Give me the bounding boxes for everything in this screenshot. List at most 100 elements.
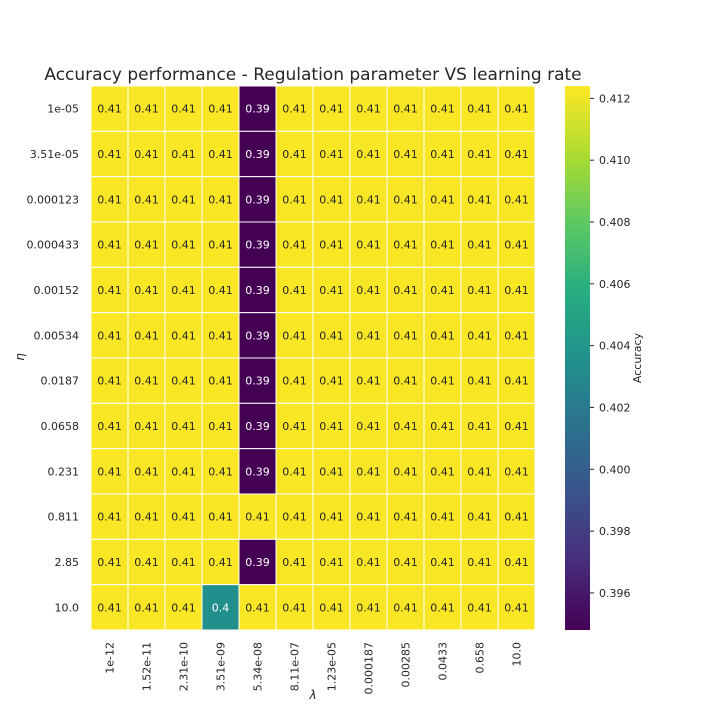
cell-value-label: 0.41 — [97, 284, 122, 297]
cell-value-label: 0.41 — [208, 284, 233, 297]
heatmap-cell — [312, 402, 351, 450]
cell-value-label: 0.41 — [171, 284, 196, 297]
heatmap-cell — [164, 538, 203, 586]
cell-value-label: 0.41 — [208, 193, 233, 206]
cell-value-label: 0.41 — [467, 465, 492, 478]
cell-value-label: 0.41 — [393, 601, 418, 614]
heatmap-cell — [386, 448, 425, 495]
colorbar-ticks: 0.396 0.398 0.400 0.402 0.404 0.406 0.408 0.410… — [590, 92, 631, 600]
heatmap-cells: 0.41 0.41 0.41 0.41 0.39 0.41 0.41 0.41 0.41 0.41… — [90, 85, 536, 631]
heatmap-cell — [275, 357, 314, 404]
cell-value-label: 0.41 — [97, 601, 122, 614]
cell-value-label: 0.41 — [430, 193, 455, 206]
x-tick-label: 0.0433 — [437, 642, 450, 681]
heatmap-cell — [164, 448, 203, 495]
cell-value-label: 0.41 — [356, 601, 381, 614]
heatmap-cell — [423, 357, 462, 404]
cell-value-label: 0.41 — [393, 375, 418, 388]
cell-value-label: 0.41 — [430, 556, 455, 569]
y-tick-label: 0.0658 — [41, 420, 80, 433]
cell-value-label: 0.41 — [282, 420, 307, 433]
cell-value-label: 0.41 — [356, 284, 381, 297]
cell-value-label: 0.41 — [171, 511, 196, 524]
cell-value-label: 0.41 — [97, 329, 122, 342]
cell-value-label: 0.41 — [356, 420, 381, 433]
colorbar-tick-label: 0.408 — [599, 216, 631, 229]
y-tick-label: 10.0 — [55, 601, 80, 614]
cell-value-label: 0.41 — [430, 148, 455, 161]
cell-value-label: 0.41 — [171, 103, 196, 116]
colorbar-tick-label: 0.398 — [599, 525, 631, 538]
cell-value-label: 0.41 — [356, 239, 381, 252]
colorbar-tick-label: 0.404 — [599, 340, 631, 353]
cell-value-label: 0.41 — [319, 329, 344, 342]
cell-value-label: 0.41 — [467, 375, 492, 388]
cell-value-label: 0.41 — [430, 239, 455, 252]
heatmap-cell — [164, 357, 203, 404]
heatmap-cell — [90, 448, 129, 495]
heatmap-cell — [423, 130, 462, 178]
cell-value-label: 0.39 — [245, 465, 270, 478]
heatmap-cell — [238, 584, 277, 631]
cell-value-label: 0.4 — [212, 601, 230, 614]
x-tick-label: 1.23e-05 — [326, 642, 339, 691]
cell-value-label: 0.41 — [282, 556, 307, 569]
colorbar-tick-label: 0.410 — [599, 154, 631, 167]
cell-value-label: 0.41 — [282, 601, 307, 614]
heatmap-cell — [349, 493, 388, 540]
cell-value-label: 0.41 — [504, 284, 529, 297]
cell-value-label: 0.41 — [171, 239, 196, 252]
y-tick-label: 0.000123 — [27, 193, 80, 206]
cell-value-label: 0.41 — [319, 465, 344, 478]
heatmap-cell — [312, 176, 351, 223]
cell-value-label: 0.39 — [245, 103, 270, 116]
cell-value-label: 0.41 — [504, 239, 529, 252]
heatmap-cell — [349, 312, 388, 359]
cell-value-label: 0.41 — [430, 511, 455, 524]
x-tick-label: 0.00285 — [400, 642, 413, 688]
heatmap-cell — [127, 85, 166, 132]
cell-value-label: 0.41 — [282, 465, 307, 478]
cell-value-label: 0.41 — [134, 465, 159, 478]
heatmap-cell — [460, 402, 499, 450]
heatmap-cell — [423, 493, 462, 540]
cell-value-label: 0.41 — [208, 239, 233, 252]
heatmap-cell — [275, 266, 314, 314]
x-tick-label: 8.11e-07 — [289, 642, 302, 691]
heatmap-cell — [127, 130, 166, 178]
cell-value-label: 0.41 — [393, 193, 418, 206]
cell-value-label: 0.41 — [393, 148, 418, 161]
cell-value-label: 0.41 — [467, 193, 492, 206]
cell-value-label: 0.41 — [504, 556, 529, 569]
heatmap-cell — [90, 85, 129, 132]
cell-value-label: 0.41 — [430, 601, 455, 614]
cell-value-label: 0.41 — [504, 465, 529, 478]
heatmap-cell — [164, 266, 203, 314]
cell-value-label: 0.41 — [319, 375, 344, 388]
heatmap-cell — [90, 221, 129, 268]
cell-value-label: 0.41 — [319, 103, 344, 116]
heatmap-cell — [164, 176, 203, 223]
cell-value-label: 0.41 — [319, 284, 344, 297]
cell-value-label: 0.41 — [504, 420, 529, 433]
cell-value-label: 0.41 — [97, 420, 122, 433]
colorbar-tick-label: 0.400 — [599, 463, 631, 476]
cell-value-label: 0.41 — [393, 284, 418, 297]
cell-value-label: 0.41 — [208, 465, 233, 478]
heatmap-cell — [238, 357, 277, 404]
x-tick-label: 1.52e-11 — [141, 642, 154, 691]
heatmap-cell — [90, 357, 129, 404]
heatmap-cell — [238, 402, 277, 450]
cell-value-label: 0.41 — [134, 239, 159, 252]
heatmap-cell — [460, 130, 499, 178]
heatmap-cell — [127, 266, 166, 314]
cell-value-label: 0.41 — [504, 601, 529, 614]
heatmap-cell — [349, 538, 388, 586]
colorbar-tick-label: 0.402 — [599, 401, 631, 414]
x-tick-label: 10.0 — [511, 642, 524, 667]
cell-value-label: 0.41 — [356, 103, 381, 116]
heatmap-cell — [460, 493, 499, 540]
heatmap-cell — [460, 538, 499, 586]
cell-value-label: 0.41 — [134, 601, 159, 614]
